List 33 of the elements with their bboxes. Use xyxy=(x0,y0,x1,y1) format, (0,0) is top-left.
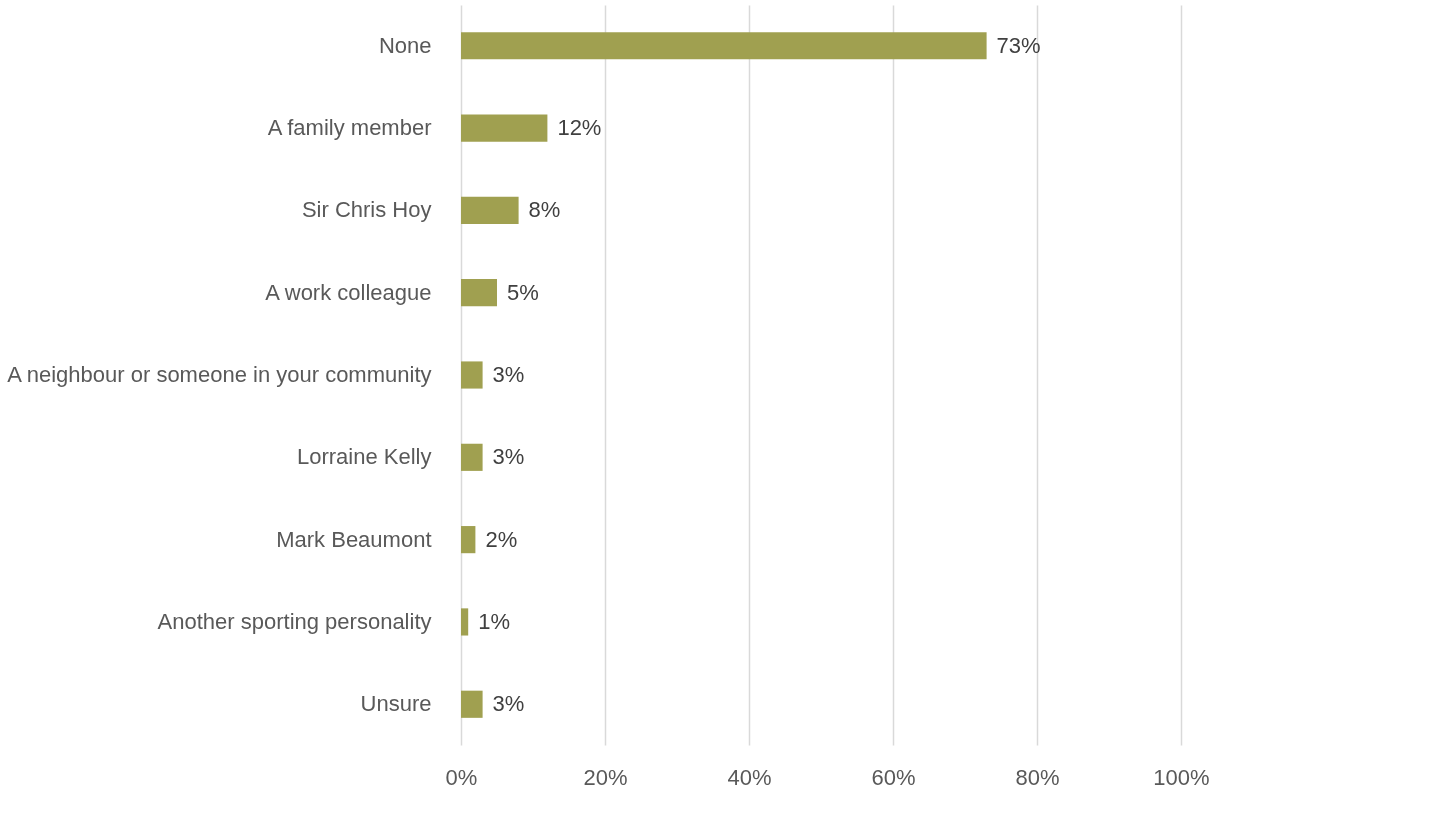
bar xyxy=(461,608,469,636)
y-tick-label: Another sporting personality xyxy=(157,608,432,634)
data-label: 73% xyxy=(996,32,1041,58)
y-tick-label: A work colleague xyxy=(265,279,432,305)
x-tick-label: 40% xyxy=(727,764,772,790)
x-tick-label: 60% xyxy=(871,764,916,790)
x-tick-label: 0% xyxy=(445,764,478,790)
data-label: 12% xyxy=(557,115,602,141)
y-tick-label: A family member xyxy=(267,115,432,141)
bar xyxy=(461,361,483,389)
bar xyxy=(461,690,483,718)
bar xyxy=(461,196,519,224)
y-tick-label: None xyxy=(378,32,432,58)
y-tick-label: A neighbour or someone in your community xyxy=(7,362,432,387)
data-label: 1% xyxy=(478,608,510,634)
data-label: 3% xyxy=(492,444,525,470)
y-tick-label: Sir Chris Hoy xyxy=(301,197,432,223)
bar xyxy=(461,443,483,471)
data-label: 8% xyxy=(528,197,561,223)
x-tick-label: 20% xyxy=(583,764,628,790)
y-tick-label: Lorraine Kelly xyxy=(296,444,432,470)
data-label: 2% xyxy=(485,526,518,552)
data-label: 3% xyxy=(492,691,525,717)
data-label: 3% xyxy=(492,362,525,387)
bar xyxy=(461,114,548,142)
bar xyxy=(461,32,987,60)
bar xyxy=(461,526,476,554)
data-label: 5% xyxy=(507,279,539,305)
y-tick-label: Mark Beaumont xyxy=(276,526,432,552)
x-tick-label: 80% xyxy=(1015,764,1060,790)
y-tick-label: Unsure xyxy=(360,691,432,717)
bar xyxy=(461,279,497,307)
x-tick-label: 100% xyxy=(1153,764,1210,790)
